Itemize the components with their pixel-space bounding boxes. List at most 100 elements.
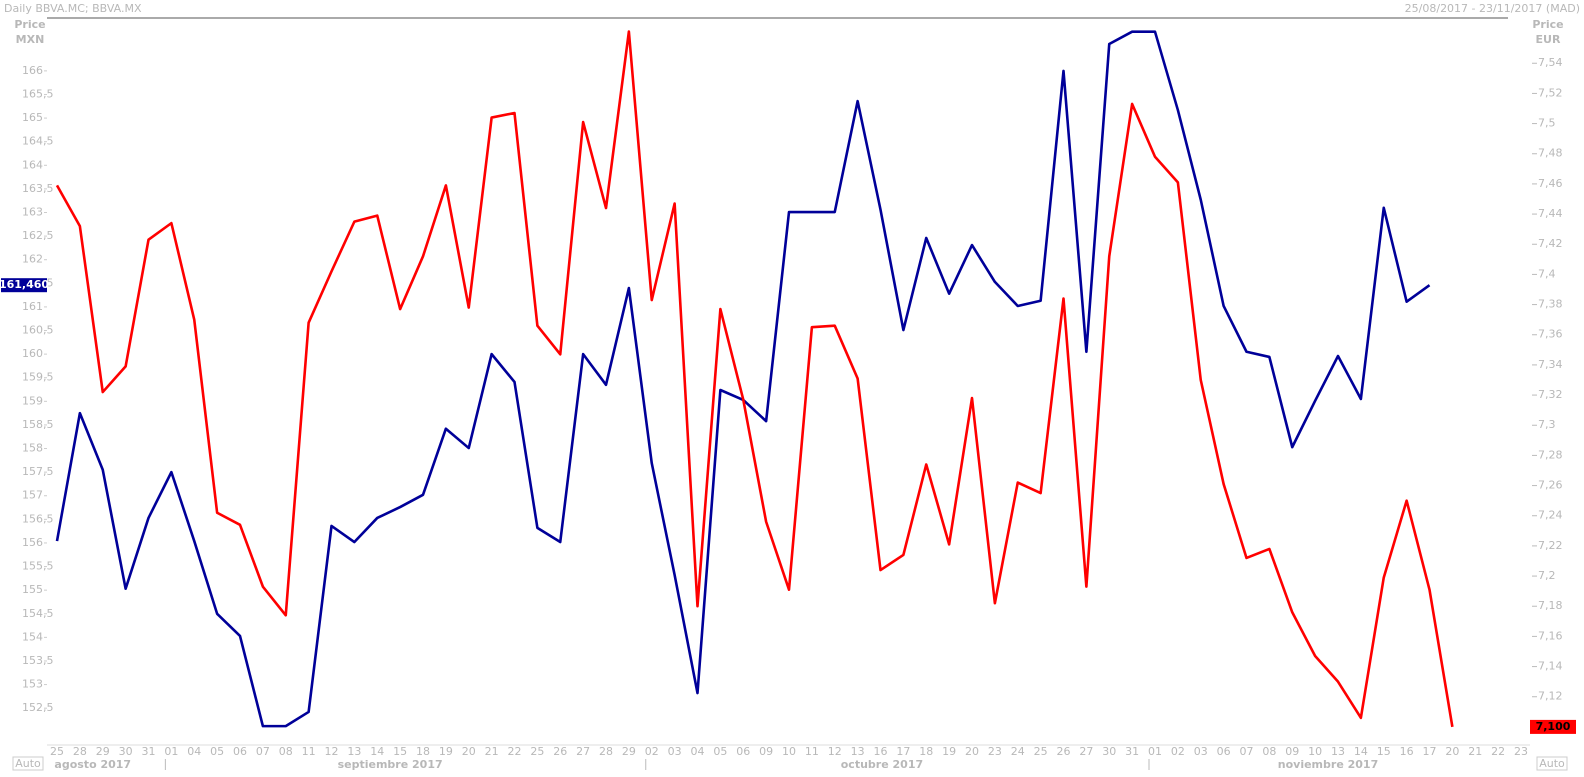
x-tick-label: 12 — [828, 745, 842, 758]
x-tick-label: 19 — [439, 745, 453, 758]
y-tick-label: 153 — [22, 678, 43, 691]
x-tick-label: 06 — [233, 745, 247, 758]
x-tick-label: 28 — [73, 745, 87, 758]
series-line — [55, 30, 1454, 728]
x-tick-label: 24 — [1011, 745, 1025, 758]
last-value-badge — [1530, 719, 1576, 734]
x-tick-label: 14 — [370, 745, 384, 758]
x-tick-label: 31 — [1125, 745, 1139, 758]
auto-button-label[interactable]: Auto — [1539, 757, 1565, 770]
x-tick-label: 22 — [1491, 745, 1505, 758]
x-tick-label: 17 — [1423, 745, 1437, 758]
y2-tick-label: 7,28 — [1538, 448, 1563, 461]
y-tick-label: 162 — [22, 253, 43, 266]
x-tick-label: 22 — [508, 745, 522, 758]
x-tick-label: 12 — [325, 745, 339, 758]
y2-tick-label: 7,18 — [1538, 599, 1563, 612]
y-tick-label: 165 — [22, 111, 43, 124]
y2-tick-label: 7,48 — [1538, 147, 1563, 160]
y-tick-label: 160 — [22, 347, 43, 360]
y-tick-label: 158 — [22, 442, 43, 455]
y-tick-label: 165,5 — [22, 87, 54, 100]
y2-tick-label: 7,22 — [1538, 539, 1563, 552]
x-tick-label: 09 — [759, 745, 773, 758]
x-tick-label: 19 — [942, 745, 956, 758]
x-tick-label: 11 — [302, 745, 316, 758]
y-tick-label: 159 — [22, 394, 43, 407]
x-tick-label: 25 — [530, 745, 544, 758]
x-tick-label: 30 — [1102, 745, 1116, 758]
y-tick-label: 161 — [22, 300, 43, 313]
auto-button[interactable] — [1536, 756, 1568, 771]
y2-tick-label: 7,38 — [1538, 298, 1563, 311]
x-tick-label: 15 — [1377, 745, 1391, 758]
y-tick-label: 164,5 — [22, 135, 54, 148]
y-tick-label: 155,5 — [22, 560, 54, 573]
y2-tick-label: 7,16 — [1538, 629, 1563, 642]
x-tick-label: 05 — [210, 745, 224, 758]
x-tick-label: 25 — [1034, 745, 1048, 758]
x-tick-label: 27 — [1079, 745, 1093, 758]
x-tick-label: 07 — [256, 745, 270, 758]
x-tick-label: 01 — [164, 745, 178, 758]
month-label: octubre 2017 — [841, 758, 923, 771]
month-label: septiembre 2017 — [338, 758, 443, 771]
y-tick-label: 156,5 — [22, 512, 54, 525]
y2-tick-label: 7,34 — [1538, 358, 1563, 371]
y2-tick-label: 7,36 — [1538, 328, 1563, 341]
x-tick-label: 02 — [1171, 745, 1185, 758]
auto-button-label[interactable]: Auto — [15, 757, 41, 770]
x-tick-label: 27 — [576, 745, 590, 758]
x-tick-label: 10 — [782, 745, 796, 758]
x-tick-label: 13 — [1331, 745, 1345, 758]
x-tick-label: 20 — [1445, 745, 1459, 758]
month-label: noviembre 2017 — [1278, 758, 1378, 771]
x-tick-label: 11 — [805, 745, 819, 758]
last-value-badge — [1, 278, 47, 293]
auto-button[interactable] — [12, 756, 44, 771]
y-tick-label: 154 — [22, 630, 43, 643]
x-tick-label: 06 — [1217, 745, 1231, 758]
x-tick-label: 02 — [645, 745, 659, 758]
y2-tick-label: 7,52 — [1538, 86, 1563, 99]
y2-tick-label: 7,44 — [1538, 207, 1563, 220]
chart-title: Daily BBVA.MC; BBVA.MX — [4, 2, 142, 15]
month-label: agosto 2017 — [54, 758, 131, 771]
y-tick-label: 157 — [22, 489, 43, 502]
x-tick-label: 18 — [919, 745, 933, 758]
y-tick-label: 152,5 — [22, 701, 54, 714]
x-tick-label: 26 — [1057, 745, 1071, 758]
y-label: MXN — [16, 33, 45, 46]
last-value-label: 161,460 — [0, 278, 49, 291]
date-range: 25/08/2017 - 23/11/2017 (MAD) — [1405, 2, 1580, 15]
y2-label: EUR — [1536, 33, 1561, 46]
x-tick-label: 16 — [1400, 745, 1414, 758]
y2-tick-label: 7,46 — [1538, 177, 1563, 190]
y-tick-label: 157,5 — [22, 465, 54, 478]
x-tick-label: 01 — [1148, 745, 1162, 758]
last-value-label: 7,100 — [1536, 720, 1571, 733]
y2-tick-label: 7,26 — [1538, 479, 1563, 492]
x-tick-label: 06 — [736, 745, 750, 758]
y2-tick-label: 7,2 — [1538, 569, 1556, 582]
x-tick-label: 20 — [965, 745, 979, 758]
y-tick-label: 166 — [22, 64, 43, 77]
y2-tick-label: 7,3 — [1538, 418, 1556, 431]
y-tick-label: 164 — [22, 158, 43, 171]
y2-tick-label: 7,4 — [1538, 267, 1556, 280]
x-tick-label: 08 — [279, 745, 293, 758]
y-tick-label: 154,5 — [22, 607, 54, 620]
x-tick-label: 05 — [713, 745, 727, 758]
y2-label: Price — [1532, 18, 1563, 31]
y-label: Price — [14, 18, 45, 31]
x-tick-label: 13 — [347, 745, 361, 758]
x-tick-label: 04 — [691, 745, 705, 758]
y2-tick-label: 7,24 — [1538, 509, 1563, 522]
x-tick-label: 07 — [1240, 745, 1254, 758]
y-tick-label: 162,5 — [22, 229, 54, 242]
x-tick-label: 04 — [187, 745, 201, 758]
x-tick-label: 08 — [1262, 745, 1276, 758]
y2-tick-label: 7,42 — [1538, 237, 1563, 250]
x-tick-label: 16 — [874, 745, 888, 758]
